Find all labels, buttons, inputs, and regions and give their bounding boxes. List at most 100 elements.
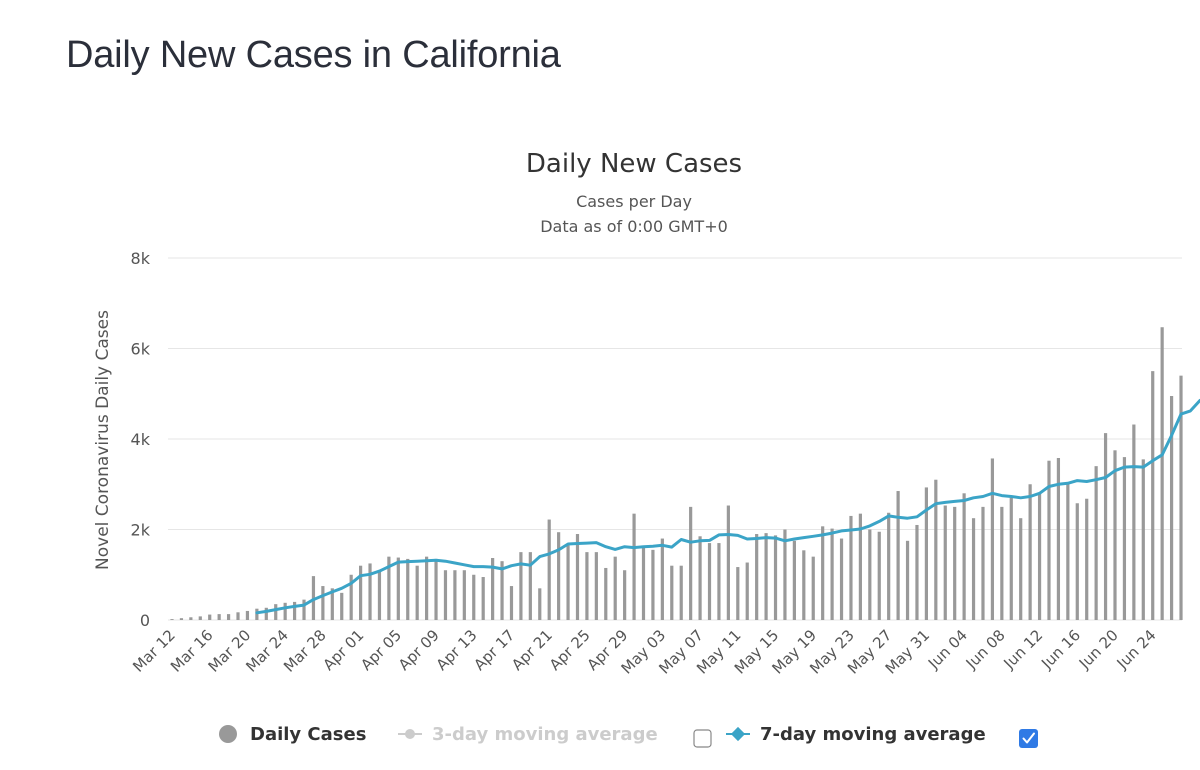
bar-daily-cases <box>792 540 796 620</box>
chart-title: Daily New Cases <box>526 149 742 179</box>
bar-daily-cases <box>179 618 184 620</box>
x-tick-label: Apr 09 <box>395 626 443 674</box>
x-tick-label: Jun 16 <box>1037 626 1084 673</box>
bar-daily-cases <box>1094 466 1098 620</box>
bar-daily-cases <box>670 565 674 620</box>
bar-daily-cases <box>953 506 957 620</box>
bar-daily-cases <box>1056 458 1061 620</box>
legend-marker-circle-icon <box>405 729 415 739</box>
y-tick-label: 6k <box>131 340 151 359</box>
bar-daily-cases <box>1085 498 1089 620</box>
x-tick-label: Mar 28 <box>280 626 330 676</box>
y-tick-label: 0 <box>140 611 150 630</box>
bar-daily-cases <box>1009 497 1013 620</box>
bar-daily-cases <box>349 574 353 620</box>
bar-daily-cases <box>981 506 985 620</box>
legend-item-daily-cases[interactable]: Daily Cases <box>219 724 366 745</box>
bar-daily-cases <box>359 565 363 620</box>
bar-daily-cases <box>971 518 976 620</box>
bar-daily-cases <box>717 543 721 620</box>
bar-daily-cases <box>575 534 580 620</box>
y-tick-label: 8k <box>131 249 151 268</box>
bar-daily-cases <box>245 610 250 620</box>
bar-daily-cases <box>962 493 966 620</box>
y-tick-label: 4k <box>131 430 151 449</box>
bar-daily-cases <box>1103 433 1108 620</box>
bar-daily-cases <box>377 570 382 620</box>
bar-daily-cases <box>453 570 457 620</box>
bar-daily-cases <box>1000 506 1004 620</box>
bar-daily-cases <box>472 574 476 620</box>
checkbox-7day-average[interactable] <box>1019 729 1038 748</box>
bar-daily-cases <box>528 552 532 620</box>
bar-daily-cases <box>1047 460 1051 620</box>
bar-daily-cases <box>208 614 212 620</box>
bar-daily-cases <box>623 570 627 620</box>
bar-daily-cases <box>387 556 391 620</box>
bar-daily-cases <box>1066 484 1070 620</box>
page-title: Daily New Cases in California <box>66 34 561 76</box>
bar-daily-cases <box>745 562 749 620</box>
bar-daily-cases <box>217 614 221 620</box>
bar-daily-cases <box>566 545 570 620</box>
bar-daily-cases <box>1179 375 1183 620</box>
bar-daily-cases <box>264 607 268 620</box>
legend-item-7day-average[interactable]: 7-day moving average <box>726 724 986 745</box>
bar-daily-cases <box>594 552 598 620</box>
bar-daily-cases <box>915 524 919 620</box>
bar-daily-cases <box>707 543 712 620</box>
bar-daily-cases <box>330 588 334 620</box>
bar-daily-cases <box>274 604 278 620</box>
bar-daily-cases <box>538 588 542 620</box>
legend-label-daily-cases: Daily Cases <box>250 724 366 745</box>
gridlines <box>168 257 1182 621</box>
bar-daily-cases <box>660 538 664 620</box>
bar-daily-cases <box>585 552 589 620</box>
bar-daily-cases <box>189 617 193 620</box>
bar-daily-cases <box>292 601 297 620</box>
legend-item-3day-average[interactable]: 3-day moving average <box>398 724 658 745</box>
chart-subtitle: Cases per Day <box>576 192 692 211</box>
legend-label-7day-average: 7-day moving average <box>760 724 986 745</box>
bar-daily-cases <box>726 505 730 620</box>
checkbox-3day-average[interactable] <box>693 729 712 748</box>
bar-daily-cases <box>1160 327 1164 620</box>
bar-daily-cases <box>773 535 778 620</box>
bar-daily-cases <box>302 599 306 620</box>
x-tick-label: Apr 25 <box>546 626 594 674</box>
bar-daily-cases <box>811 556 815 620</box>
bar-daily-cases <box>462 570 466 620</box>
x-tick-label: Apr 13 <box>433 626 481 674</box>
y-tick-label: 2k <box>131 521 151 540</box>
bar-daily-cases <box>1141 459 1145 620</box>
bar-daily-cases <box>934 479 938 620</box>
bar-daily-cases <box>736 567 740 620</box>
bar-daily-cases <box>500 561 504 620</box>
bar-daily-cases <box>396 557 400 620</box>
legend: Daily Cases 3-day moving average 7-day m… <box>219 724 1038 748</box>
bar-daily-cases <box>783 529 787 620</box>
bar-daily-cases <box>1075 503 1079 620</box>
bar-daily-cases <box>830 528 834 620</box>
bar-daily-cases <box>896 491 900 620</box>
bar-daily-cases <box>604 567 608 620</box>
seven-day-average-line <box>255 399 1200 615</box>
bar-daily-cases <box>1113 450 1117 620</box>
bar-daily-cases <box>632 513 636 620</box>
bar-daily-cases <box>679 565 683 620</box>
bar-daily-cases <box>839 538 844 620</box>
x-tick-label: Jun 12 <box>1000 626 1047 673</box>
x-tick-label: Apr 01 <box>319 626 367 674</box>
bar-daily-cases <box>481 577 485 620</box>
bar-daily-cases <box>434 558 438 620</box>
bar-daily-cases <box>198 616 202 620</box>
bar-daily-cases <box>547 519 551 620</box>
bar-daily-cases <box>1037 493 1042 620</box>
checkmark-icon <box>1022 732 1035 744</box>
bar-daily-cases <box>557 532 561 620</box>
bar-daily-cases <box>924 487 928 620</box>
legend-marker-circle-icon <box>219 725 237 743</box>
y-axis-label: Novel Coronavirus Daily Cases <box>93 310 113 570</box>
bar-daily-cases <box>443 570 448 620</box>
bar-daily-cases <box>689 506 693 620</box>
